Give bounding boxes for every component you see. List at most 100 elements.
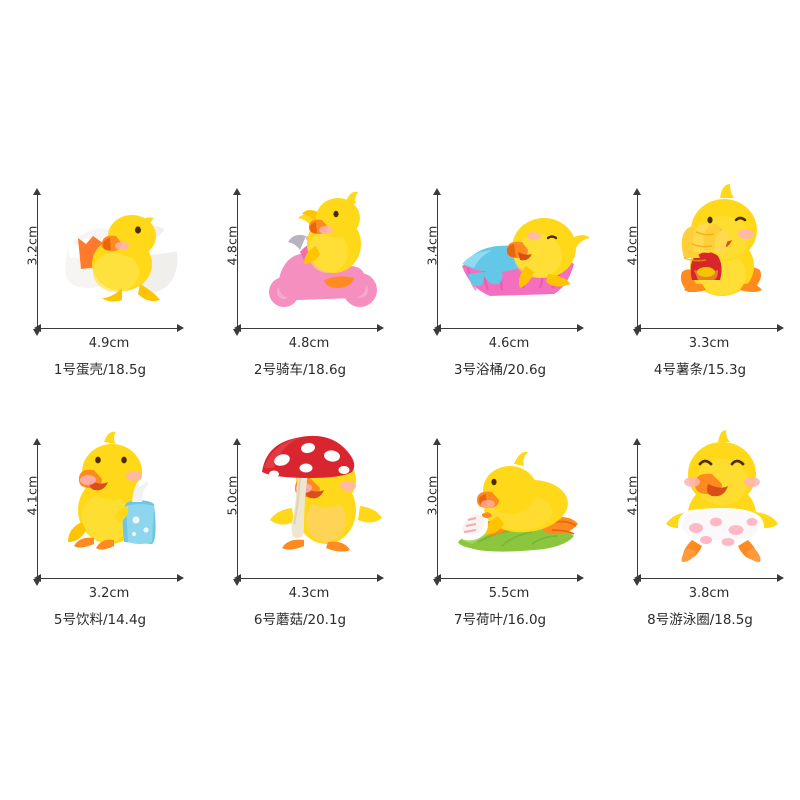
item-name-4: 4号薯条/15.3g — [653, 362, 747, 378]
dimension-line — [437, 194, 438, 330]
figure-duck-in-eggshell — [48, 180, 194, 325]
arrow-up-icon — [233, 188, 241, 195]
dimension-line — [637, 194, 638, 330]
height-value: 3.0cm — [424, 475, 440, 516]
catalog-item-6[interactable]: 5.0cm 4.3cm 6号蘑菇/20.1g — [200, 420, 400, 670]
dimension-line — [440, 578, 578, 579]
item-name-7: 7号荷叶/16.0g — [453, 612, 547, 628]
height-dimension-7: 3.0cm — [424, 438, 448, 586]
catalog-item-2[interactable]: 4.8cm 4.8cm 2号骑车/18.6g — [200, 170, 400, 420]
dimension-line — [440, 328, 578, 329]
width-dimension-8 — [634, 572, 784, 586]
figure-duck-with-drink — [48, 430, 194, 575]
arrow-left-icon — [34, 324, 41, 332]
height-dimension-8: 4.1cm — [625, 438, 648, 586]
arrow-left-icon — [234, 574, 241, 582]
item-name-1: 1号蛋壳/18.5g — [53, 362, 147, 378]
arrow-left-icon — [34, 574, 41, 582]
width-value: 3.8cm — [688, 586, 730, 601]
width-dimension-2 — [234, 322, 384, 336]
dimension-line — [240, 578, 378, 579]
arrow-down-icon — [233, 579, 241, 586]
catalog-row-1: 3.2cm 4.9cm 1号蛋壳/18.5g — [0, 170, 800, 420]
dimension-line — [40, 578, 178, 579]
arrow-right-icon — [377, 574, 384, 582]
arrow-down-icon — [633, 579, 641, 586]
height-dimension-6: 5.0cm — [224, 438, 248, 586]
item-name-8: 8号游泳圈/18.5g — [647, 612, 753, 628]
catalog-item-5[interactable]: 4.1cm 3.2cm 5号饮料/14.4g — [0, 420, 200, 670]
figure-duck-with-fries — [648, 180, 794, 325]
item-name-3: 3号浴桶/20.6g — [453, 362, 547, 378]
item-name-6: 6号蘑菇/20.1g — [253, 612, 347, 628]
item-name-5: 5号饮料/14.4g — [53, 612, 147, 628]
dimension-line — [37, 194, 38, 330]
dimension-line — [237, 194, 238, 330]
height-value: 4.0cm — [624, 225, 640, 266]
arrow-right-icon — [377, 324, 384, 332]
catalog-item-8[interactable]: 4.1cm 3.8cm 8号游泳圈/18.5g — [600, 420, 800, 670]
arrow-down-icon — [33, 579, 41, 586]
arrow-left-icon — [634, 574, 641, 582]
arrow-right-icon — [177, 574, 184, 582]
width-value: 4.9cm — [88, 336, 130, 351]
width-dimension-4 — [634, 322, 784, 336]
width-dimension-5 — [34, 572, 184, 586]
width-value: 4.6cm — [488, 336, 530, 351]
arrow-up-icon — [633, 438, 641, 445]
arrow-right-icon — [777, 324, 784, 332]
figure-duck-on-scooter — [248, 180, 394, 325]
height-dimension-1: 3.2cm — [24, 188, 48, 336]
arrow-right-icon — [577, 574, 584, 582]
dimension-line — [640, 328, 778, 329]
figure-duck-with-swim-ring — [648, 430, 794, 575]
item-name-2: 2号骑车/18.6g — [253, 362, 347, 378]
arrow-left-icon — [434, 324, 441, 332]
catalog-item-7[interactable]: 3.0cm 5.5cm 7号荷叶/16.0g — [400, 420, 600, 670]
width-dimension-3 — [434, 322, 584, 336]
arrow-left-icon — [634, 324, 641, 332]
dimension-line — [640, 578, 778, 579]
height-value: 3.2cm — [24, 225, 40, 266]
catalog-item-1[interactable]: 3.2cm 4.9cm 1号蛋壳/18.5g — [0, 170, 200, 420]
dimension-line — [40, 328, 178, 329]
width-value: 4.3cm — [288, 586, 330, 601]
arrow-up-icon — [633, 188, 641, 195]
arrow-down-icon — [633, 329, 641, 336]
height-value: 3.4cm — [424, 225, 440, 266]
figure-duck-on-lotus-leaf — [448, 430, 594, 575]
arrow-up-icon — [33, 438, 41, 445]
figure-duck-in-bathtub — [448, 180, 594, 325]
arrow-down-icon — [433, 329, 441, 336]
dimension-line — [37, 444, 38, 580]
width-dimension-7 — [434, 572, 584, 586]
height-value: 4.8cm — [224, 225, 240, 266]
arrow-down-icon — [33, 329, 41, 336]
arrow-up-icon — [433, 188, 441, 195]
catalog-row-2: 4.1cm 3.2cm 5号饮料/14.4g — [0, 420, 800, 670]
height-dimension-5: 4.1cm — [24, 438, 48, 586]
width-value: 3.2cm — [88, 586, 130, 601]
arrow-right-icon — [177, 324, 184, 332]
dimension-line — [437, 444, 438, 580]
height-dimension-4: 4.0cm — [624, 188, 648, 336]
arrow-left-icon — [234, 324, 241, 332]
width-dimension-1 — [34, 322, 184, 336]
catalog-item-4[interactable]: 4.0cm 3.3cm 4号薯条/15.3g — [600, 170, 800, 420]
dimension-line — [637, 444, 638, 580]
arrow-right-icon — [577, 324, 584, 332]
width-value: 3.3cm — [688, 336, 730, 351]
height-dimension-2: 4.8cm — [224, 188, 248, 336]
arrow-left-icon — [434, 574, 441, 582]
width-dimension-6 — [234, 572, 384, 586]
width-value: 4.8cm — [288, 336, 330, 351]
arrow-right-icon — [777, 574, 784, 582]
width-value: 5.5cm — [488, 586, 530, 601]
height-value: 4.1cm — [24, 475, 40, 516]
height-value: 5.0cm — [224, 475, 240, 516]
arrow-up-icon — [433, 438, 441, 445]
catalog-item-3[interactable]: 3.4cm 4.6cm 3号浴桶/20.6g — [400, 170, 600, 420]
arrow-down-icon — [433, 579, 441, 586]
arrow-down-icon — [233, 329, 241, 336]
